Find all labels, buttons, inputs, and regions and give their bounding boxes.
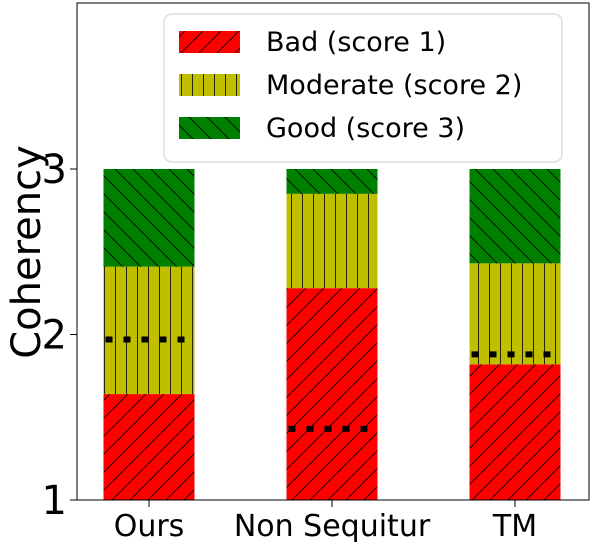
y-tick-label: 2 xyxy=(42,313,67,359)
bar-moderate-hatch xyxy=(286,193,378,289)
x-tick-label: Non Sequitur xyxy=(234,509,431,542)
bar-moderate-hatch xyxy=(103,266,195,395)
bar-bad-hatch xyxy=(469,364,561,500)
y-axis-label: Coherency xyxy=(4,145,50,359)
legend-swatch-hatch xyxy=(179,117,240,139)
plot-area xyxy=(103,169,561,500)
legend-label: Good (score 3) xyxy=(266,113,465,144)
bar-bad-hatch xyxy=(103,394,195,500)
bar-good-hatch xyxy=(103,169,195,267)
y-tick-label: 1 xyxy=(42,478,67,524)
y-ticks: 1 2 3 xyxy=(42,147,77,524)
legend-items: Bad (score 1) Moderate (score 2) Good (sco… xyxy=(179,27,522,144)
legend-label: Moderate (score 2) xyxy=(266,70,522,101)
x-ticks: Ours Non Sequitur TM xyxy=(114,500,537,542)
bar-good-hatch xyxy=(469,169,561,264)
bar-good-hatch xyxy=(286,169,378,194)
legend-swatch-hatch xyxy=(179,74,240,96)
bar-stack-ours xyxy=(103,169,195,500)
legend-label: Bad (score 1) xyxy=(266,27,446,58)
bar-stack-non-sequitur xyxy=(286,169,378,500)
legend: Bad (score 1) Moderate (score 2) Good (sco… xyxy=(163,13,563,163)
axes-frame xyxy=(76,2,590,501)
y-tick-label: 3 xyxy=(42,147,67,193)
legend-swatch-hatch xyxy=(179,31,240,53)
bar-moderate-hatch xyxy=(469,263,561,365)
x-tick-label: TM xyxy=(492,509,537,542)
legend-frame xyxy=(163,13,563,163)
bar-bad-hatch xyxy=(286,288,378,500)
bar-stack-tm xyxy=(469,169,561,500)
x-tick-label: Ours xyxy=(114,509,185,542)
